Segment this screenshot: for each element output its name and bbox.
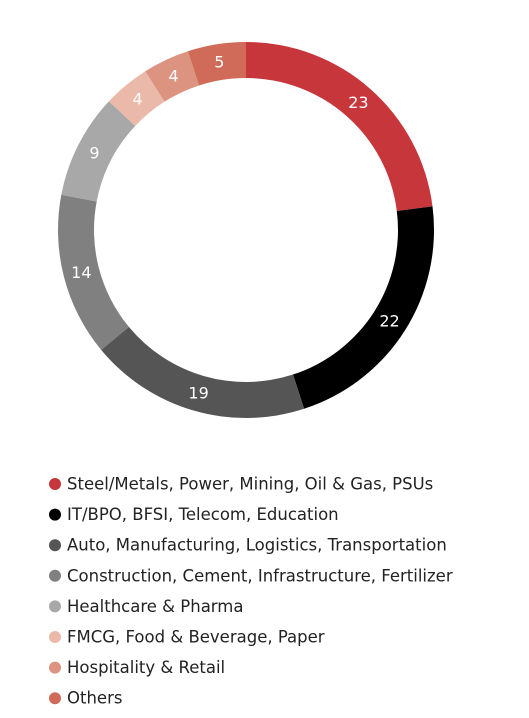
legend-label: FMCG, Food & Beverage, Paper [67, 628, 325, 647]
legend-label: Construction, Cement, Infrastructure, Fe… [67, 566, 453, 585]
legend-swatch [49, 569, 61, 582]
legend-swatch [49, 661, 61, 674]
donut-segment [145, 51, 200, 102]
data-label: 4 [169, 67, 179, 86]
legend-swatch [49, 478, 61, 490]
legend-swatch [49, 508, 61, 521]
donut-segment [187, 42, 246, 86]
data-label: 5 [214, 53, 224, 72]
data-label: 14 [71, 263, 91, 282]
legend-label: Others [67, 689, 122, 708]
donut-segment [246, 42, 433, 211]
legend-label: IT/BPO, BFSI, Telecom, Education [67, 505, 339, 524]
donut-segment [101, 326, 305, 418]
data-label: 22 [379, 312, 399, 331]
legend-label: Steel/Metals, Power, Mining, Oil & Gas, … [67, 475, 433, 494]
data-label: 23 [348, 93, 368, 112]
donut-segment [108, 71, 165, 126]
legend-swatch [49, 600, 61, 613]
legend-label: Auto, Manufacturing, Logistics, Transpor… [67, 536, 447, 555]
legend-label: Hospitality & Retail [67, 658, 225, 677]
donut-segment [292, 206, 435, 409]
legend-swatch [49, 692, 61, 705]
data-label: 4 [133, 90, 143, 109]
donut-segment [57, 194, 129, 350]
legend-swatch [49, 631, 61, 643]
donut-segment [61, 101, 136, 202]
legend-swatch [49, 539, 61, 552]
legend-label: Healthcare & Pharma [67, 597, 244, 616]
data-label: 9 [89, 143, 99, 162]
data-label: 19 [188, 384, 208, 403]
